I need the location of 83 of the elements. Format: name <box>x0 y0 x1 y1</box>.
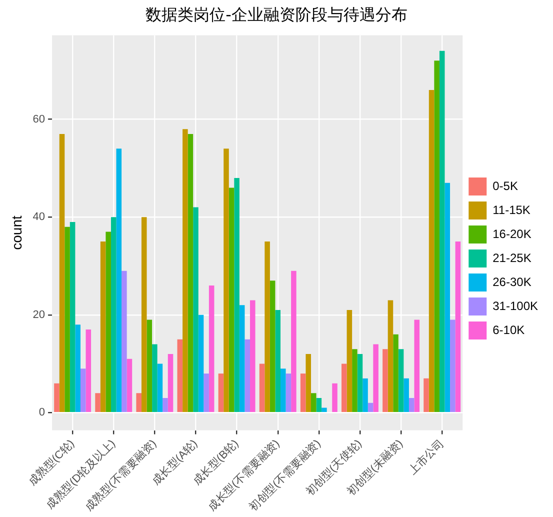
bar <box>224 148 229 412</box>
bar <box>408 398 414 412</box>
bar <box>70 222 76 412</box>
bar <box>414 320 420 412</box>
legend-label: 11-15K <box>492 202 530 217</box>
bar <box>218 374 224 412</box>
bar <box>434 60 440 412</box>
bar <box>168 354 174 412</box>
bar <box>404 378 409 412</box>
x-tick-label: 上市公司 <box>406 437 446 478</box>
y-tick-label: 40 <box>32 211 46 224</box>
legend-label: 26-30K <box>492 274 532 289</box>
legend-label: 0-5K <box>492 178 518 193</box>
bar <box>122 270 127 412</box>
y-tick-label: 0 <box>38 406 46 419</box>
bar <box>228 188 234 412</box>
bar <box>264 242 270 412</box>
bar <box>75 324 80 412</box>
bar <box>455 242 461 412</box>
bar <box>141 217 147 412</box>
bar <box>59 134 65 412</box>
bar <box>306 354 312 412</box>
y-tick-label: 60 <box>32 113 46 126</box>
bar <box>275 310 281 412</box>
bar <box>357 354 363 412</box>
bar <box>86 330 92 412</box>
legend-label: 16-20K <box>492 226 532 241</box>
bar <box>393 334 398 412</box>
bar <box>424 378 429 412</box>
bar <box>239 305 245 412</box>
bar <box>182 129 188 412</box>
bar <box>100 242 106 412</box>
bar <box>234 178 240 412</box>
bar <box>362 378 368 412</box>
bar <box>316 398 322 412</box>
legend-label: 21-25K <box>492 250 532 265</box>
bar <box>300 374 306 412</box>
bar <box>450 320 456 412</box>
bar <box>428 90 434 412</box>
bar <box>346 310 352 412</box>
bar <box>80 368 86 412</box>
y-tick-label: 20 <box>32 308 46 321</box>
bar <box>352 349 358 412</box>
bar <box>188 134 194 412</box>
bar <box>54 383 60 412</box>
bar <box>444 182 450 412</box>
bar <box>198 314 204 412</box>
bar <box>388 300 394 412</box>
bar <box>106 232 111 412</box>
bar <box>152 344 158 412</box>
bar <box>95 393 100 412</box>
bar <box>64 226 70 412</box>
bar <box>382 349 388 412</box>
bar <box>291 270 296 412</box>
bar <box>250 300 256 412</box>
bar <box>342 364 347 412</box>
bar <box>270 280 276 412</box>
bar <box>439 50 445 412</box>
bar <box>193 207 198 412</box>
chart-title: 数据类岗位-企业融资阶段与待遇分布 <box>146 4 408 24</box>
bar <box>136 393 142 412</box>
bar <box>204 374 209 412</box>
bar <box>373 344 378 412</box>
bar <box>259 364 265 412</box>
bar <box>322 408 327 412</box>
bar <box>280 368 286 412</box>
bar <box>116 148 122 412</box>
legend-label: 31-100K <box>492 298 538 313</box>
bar <box>332 383 338 412</box>
bar <box>286 374 292 412</box>
bar <box>311 393 316 412</box>
y-axis-title: count <box>8 215 24 250</box>
bar <box>146 320 152 412</box>
bar <box>368 402 374 412</box>
bar <box>157 364 163 412</box>
bar <box>110 217 116 412</box>
bar <box>162 398 168 412</box>
bar <box>244 339 250 412</box>
bar <box>177 339 183 412</box>
bar <box>398 349 404 412</box>
bar <box>208 286 214 412</box>
legend-label: 6-10K <box>492 322 525 337</box>
bar <box>126 358 132 412</box>
